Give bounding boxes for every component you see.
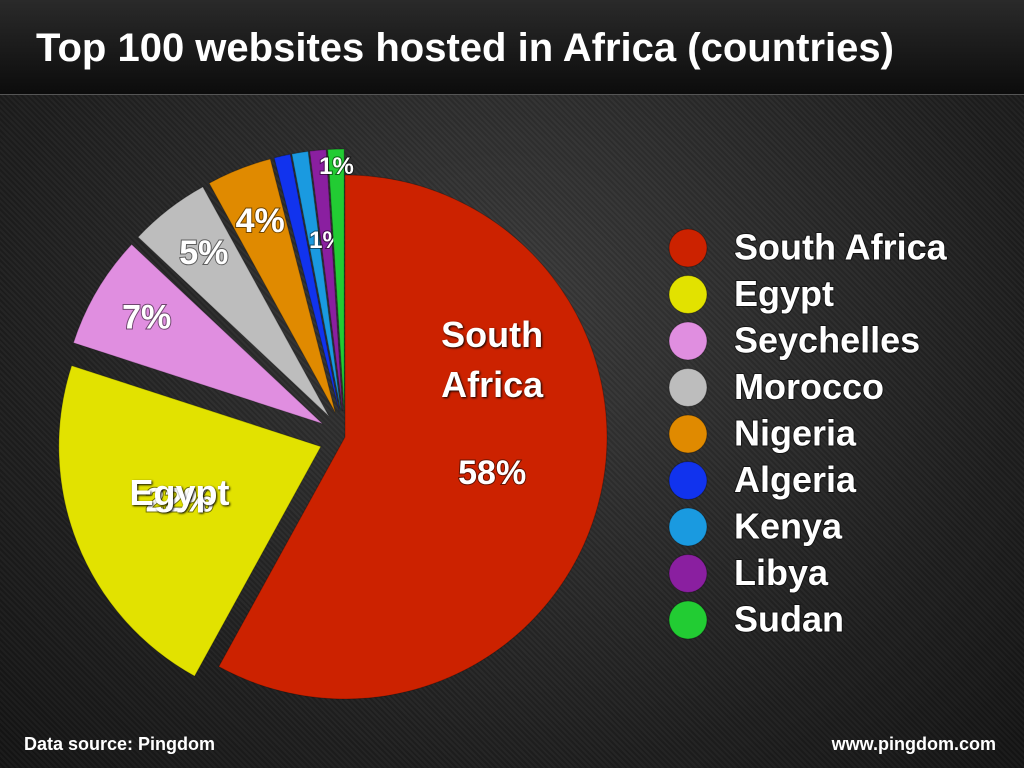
legend-swatch — [668, 275, 708, 314]
pie-slice — [327, 148, 345, 412]
pie-slice — [137, 186, 330, 417]
pie-slice — [291, 150, 342, 412]
legend-swatch — [668, 600, 708, 640]
legend-swatch — [668, 321, 708, 361]
pie-slice — [309, 149, 344, 412]
legend-label: Nigeria — [734, 413, 857, 454]
legend-label: Morocco — [734, 366, 884, 407]
chart-title: Top 100 websites hosted in Africa (count… — [36, 26, 894, 70]
legend-label: Libya — [734, 552, 829, 593]
legend-swatch — [668, 228, 708, 268]
legend-label: Seychelles — [734, 320, 920, 361]
legend-swatch — [668, 554, 708, 593]
value-label: 5% — [179, 234, 228, 272]
pie-slice — [218, 174, 608, 700]
title-bar: Top 100 websites hosted in Africa (count… — [0, 0, 1024, 95]
slice-label: Egypt — [129, 471, 230, 513]
value-label: 4% — [236, 202, 285, 240]
legend-swatch — [668, 461, 708, 500]
pie-slice — [273, 153, 340, 412]
legend-swatch — [668, 507, 708, 547]
legend-swatch — [668, 368, 708, 407]
value-label: 1% — [319, 153, 354, 180]
legend-label: Kenya — [734, 506, 843, 547]
source-note: Data source: Pingdom — [24, 734, 216, 754]
legend-label: Egypt — [734, 273, 834, 314]
slice-label-box: South Africa — [441, 313, 544, 405]
pie-slice — [208, 158, 336, 414]
pie-slice — [58, 364, 322, 677]
value-label: 22% — [146, 481, 214, 519]
credit: www.pingdom.com — [831, 734, 996, 754]
slice-label-box: Egypt — [129, 471, 230, 513]
slice-label: South Africa — [441, 313, 544, 405]
legend-label: Algeria — [734, 459, 857, 500]
legend-label: Sudan — [734, 599, 844, 640]
value-label: 7% — [122, 299, 171, 337]
pie-slice — [72, 243, 323, 425]
legend-swatch — [668, 414, 708, 454]
value-label: 58% — [458, 454, 526, 492]
legend-label: South Africa — [734, 227, 948, 268]
